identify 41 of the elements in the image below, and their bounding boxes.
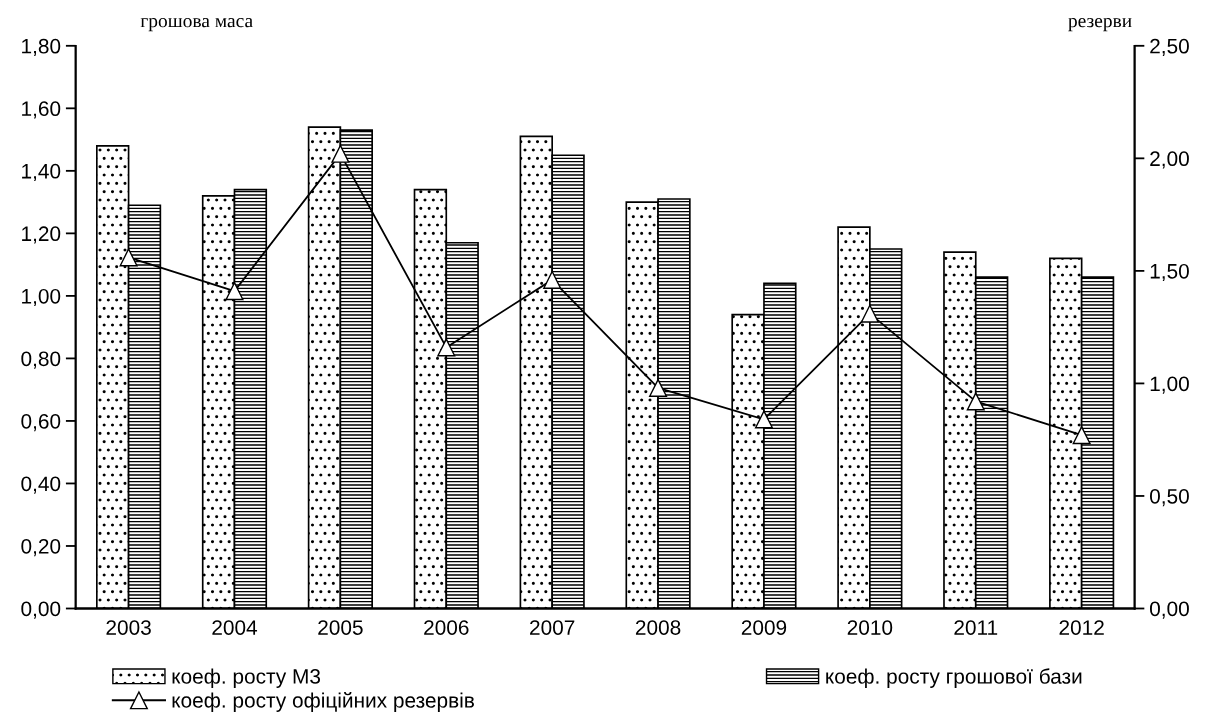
legend-label: коеф. росту М3 <box>172 668 321 688</box>
x-tick-label: 2008 <box>635 620 681 635</box>
legend-label: коеф. росту офіційних резервів <box>172 692 474 712</box>
y-tick-label: 1,00 <box>22 288 61 307</box>
legend-label: коеф. росту грошової бази <box>826 668 1082 688</box>
point <box>649 378 668 397</box>
y-tick-label: 0,00 <box>21 601 61 619</box>
point <box>860 304 879 323</box>
y2-tick-label: 2,50 <box>1150 38 1189 57</box>
x-tick-label: 2011 <box>954 620 998 635</box>
y-tick-label: 0,60 <box>21 413 61 432</box>
y-tick-label: 1,60 <box>22 101 61 119</box>
y-axis-title: грошова маса <box>140 17 253 32</box>
y-tick-label: 0,40 <box>21 476 61 494</box>
y2-tick-label: 1,00 <box>1150 376 1189 394</box>
point <box>543 270 562 289</box>
point <box>119 248 138 267</box>
point <box>754 410 773 429</box>
x-tick-label: 2009 <box>741 620 787 635</box>
point <box>331 144 350 163</box>
x-tick-label: 2007 <box>530 620 575 635</box>
point <box>966 392 985 411</box>
y-tick-label: 0,20 <box>21 538 61 557</box>
y-tick-label: 1,20 <box>22 226 61 244</box>
point <box>1072 426 1091 445</box>
y2-axis-title: резерви <box>1068 17 1132 32</box>
point <box>225 282 244 301</box>
x-tick-label: 2006 <box>424 620 469 635</box>
point <box>437 338 456 357</box>
x-tick-label: 2010 <box>847 620 893 635</box>
y2-tick-label: 1,50 <box>1150 263 1189 282</box>
y2-tick-label: 0,00 <box>1150 601 1189 619</box>
x-tick-label: 2003 <box>106 620 151 635</box>
y-tick-label: 0,80 <box>21 351 61 369</box>
y-tick-label: 1,40 <box>22 163 61 182</box>
x-tick-label: 2012 <box>1059 620 1104 635</box>
y2-tick-label: 0,50 <box>1150 488 1189 507</box>
y2-tick-label: 2,00 <box>1150 151 1189 169</box>
x-tick-label: 2004 <box>212 620 258 635</box>
y-tick-label: 1,80 <box>22 38 61 57</box>
x-tick-label: 2005 <box>318 620 363 635</box>
